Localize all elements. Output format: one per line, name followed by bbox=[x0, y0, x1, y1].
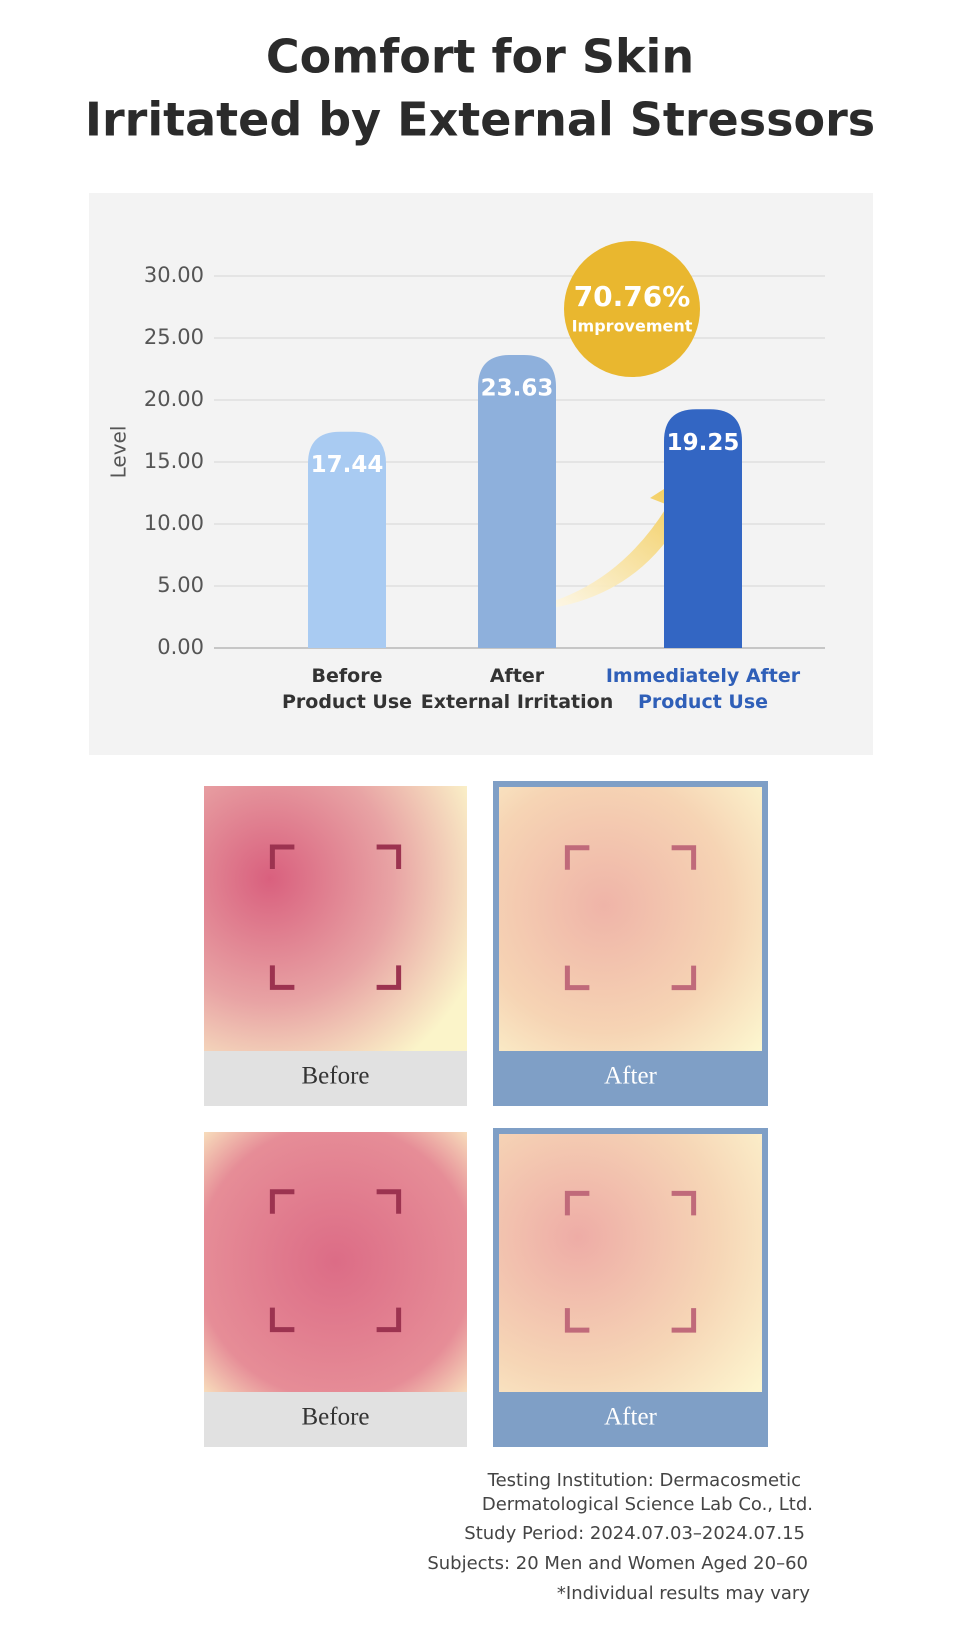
title-line: Comfort for Skin bbox=[266, 30, 694, 84]
bar bbox=[478, 354, 556, 648]
x-tick-label: After External Irritation bbox=[421, 665, 613, 713]
y-tick-label: 30.00 bbox=[144, 263, 204, 287]
marker-bracket bbox=[376, 1307, 402, 1333]
marker-bracket bbox=[671, 845, 697, 870]
photo-label: After bbox=[604, 1063, 657, 1090]
chart: 0.00 5.00 10.00 15.00 20.00 25.00 30.00 Level 17… bbox=[107, 241, 825, 713]
marker-bracket bbox=[671, 1190, 697, 1216]
photo-label-band bbox=[204, 1051, 467, 1106]
skin-photo bbox=[204, 786, 467, 1051]
footnote-line: Study Period: 2024.07.03–2024.07.15 bbox=[464, 1523, 805, 1544]
y-tick-label: 20.00 bbox=[144, 387, 204, 411]
marker-bracket bbox=[564, 1308, 590, 1333]
trend-arrow bbox=[505, 462, 706, 612]
marker-bracket bbox=[269, 965, 295, 990]
y-tick-label: 5.00 bbox=[157, 573, 204, 597]
marker-bracket bbox=[376, 1189, 402, 1214]
y-tick-label: 15.00 bbox=[144, 449, 204, 473]
marker-bracket bbox=[564, 965, 590, 991]
bar bbox=[664, 409, 742, 648]
skin-photo bbox=[499, 1134, 762, 1392]
footnote-line: Subjects: 20 Men and Women Aged 20–60 bbox=[427, 1553, 808, 1574]
improvement-text: Improvement bbox=[572, 317, 693, 336]
bar-value-label: 17.44 bbox=[311, 452, 384, 478]
photo-label: Before bbox=[301, 1404, 369, 1431]
y-tick-label: 10.00 bbox=[144, 511, 204, 535]
marker-bracket bbox=[269, 844, 295, 869]
marker-bracket bbox=[376, 844, 402, 869]
footnote-line: Testing Institution: Dermacosmetic bbox=[487, 1470, 801, 1491]
marker-bracket bbox=[269, 1189, 295, 1214]
footnote: Testing Institution: Dermacosmetic Dermat… bbox=[427, 1470, 813, 1604]
x-tick-label: Immediately After Product Use bbox=[606, 665, 801, 713]
skin-photo bbox=[499, 787, 762, 1051]
footnote-line: *Individual results may vary bbox=[557, 1583, 810, 1604]
marker-bracket bbox=[671, 965, 697, 991]
y-tick-label: 0.00 bbox=[157, 635, 204, 659]
marker-bracket bbox=[376, 965, 402, 990]
marker-bracket bbox=[671, 1308, 697, 1333]
y-axis-label: Level bbox=[107, 426, 131, 479]
improvement-value: 70.76% bbox=[574, 280, 691, 313]
x-tick-label: Before Product Use bbox=[282, 665, 412, 713]
photo-label: After bbox=[604, 1404, 657, 1431]
marker-bracket bbox=[269, 1307, 295, 1333]
improvement-badge bbox=[564, 241, 700, 377]
photo-grid: Before After Before After bbox=[204, 781, 768, 1447]
bar-value-label: 19.25 bbox=[667, 430, 740, 456]
title-line: Irritated by External Stressors bbox=[85, 93, 875, 147]
bar bbox=[308, 431, 386, 648]
footnote-line: Dermatological Science Lab Co., Ltd. bbox=[482, 1494, 813, 1515]
bar-value-label: 23.63 bbox=[481, 375, 554, 401]
skin-photo bbox=[204, 1132, 467, 1392]
photo-label-band bbox=[204, 1392, 467, 1447]
marker-bracket bbox=[564, 1190, 590, 1216]
y-tick-label: 25.00 bbox=[144, 325, 204, 349]
photo-label: Before bbox=[301, 1063, 369, 1090]
marker-bracket bbox=[564, 845, 590, 870]
